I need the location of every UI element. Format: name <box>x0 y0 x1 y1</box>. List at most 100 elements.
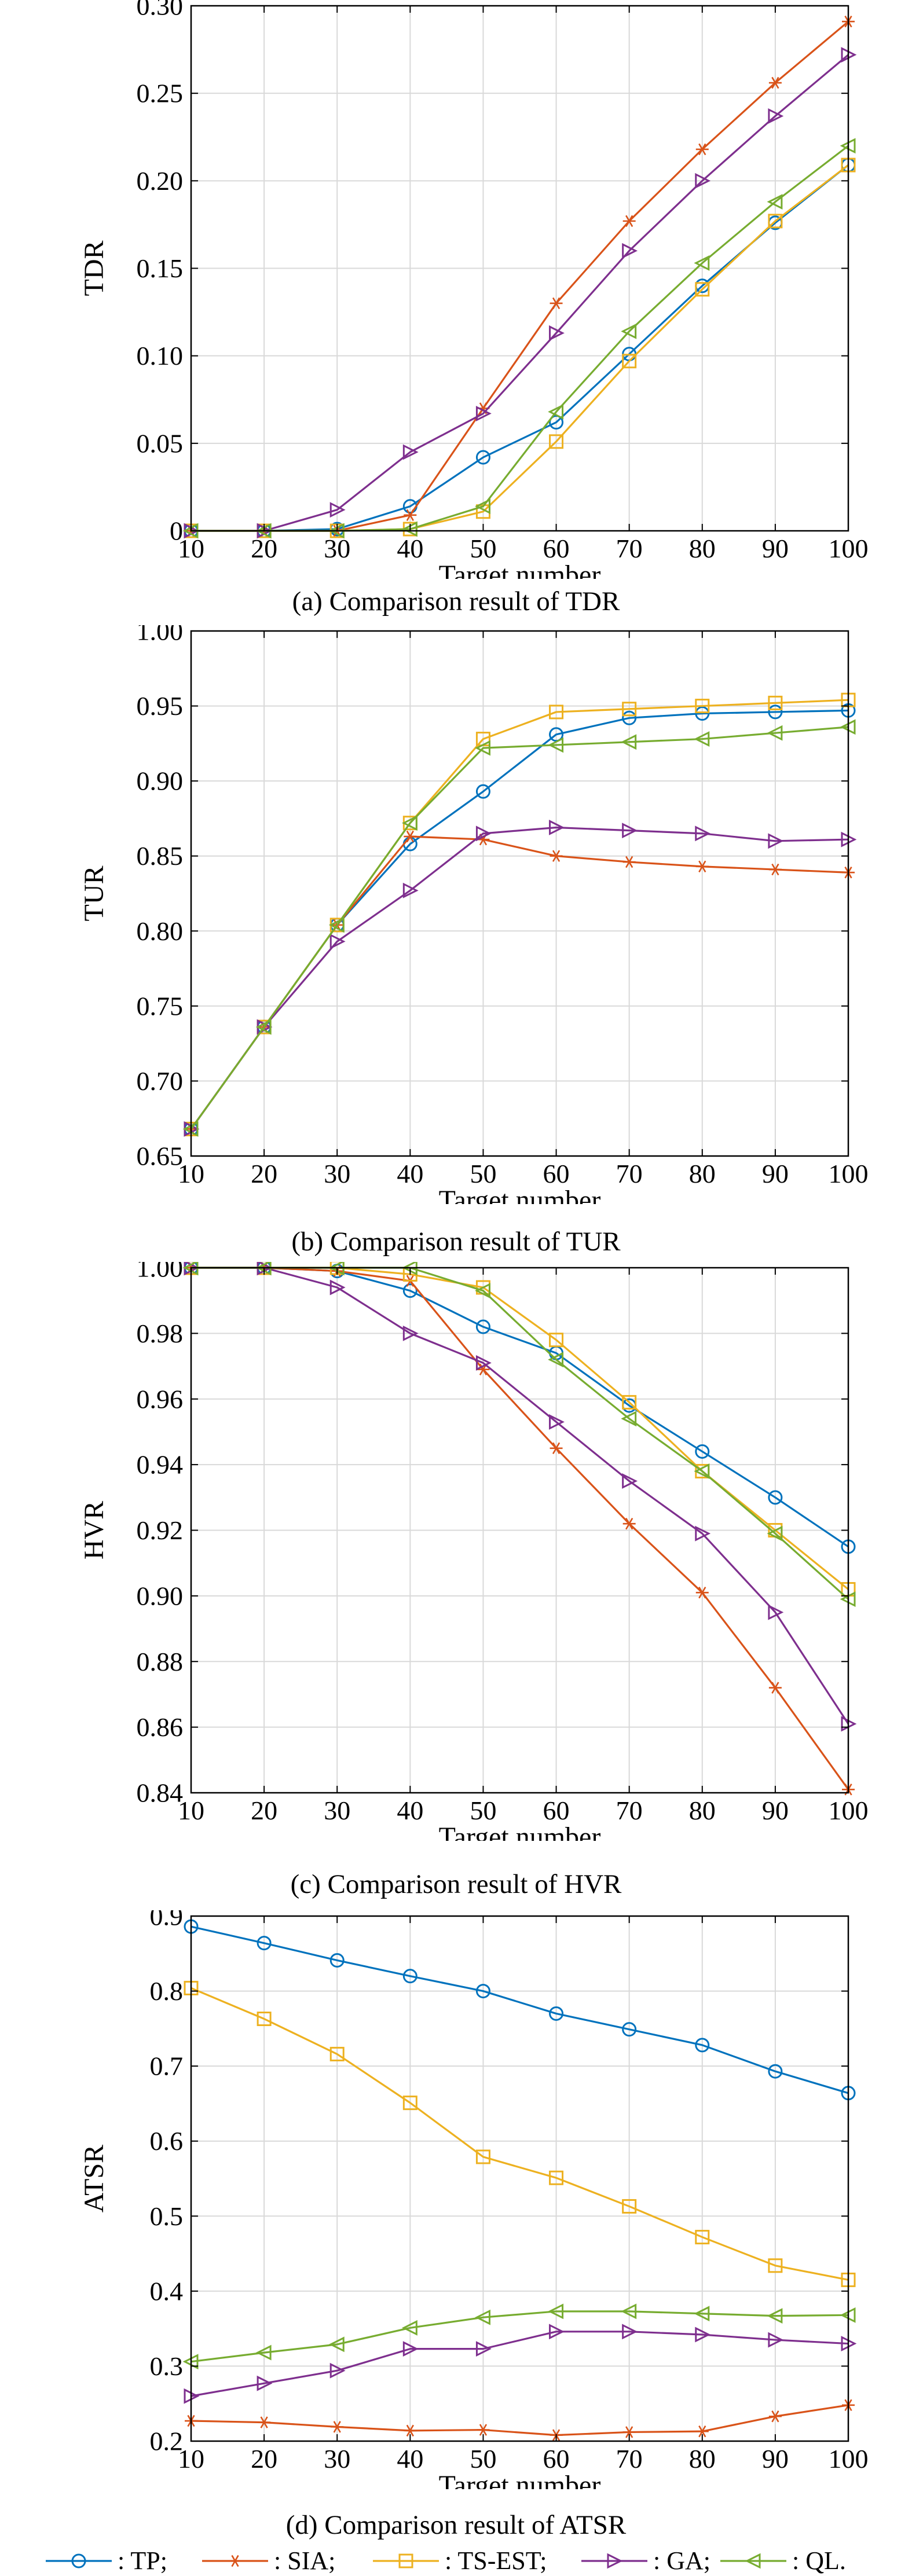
data-point-ga <box>329 502 346 518</box>
tur-chart: 0.65 0.70 0.75 0.80 0.85 0.90 0.95 1.00 10 20 30 40… <box>79 625 869 1204</box>
x-tick-label: 70 <box>616 2444 643 2474</box>
series-sia <box>185 2399 855 2441</box>
data-point-sia <box>550 850 563 862</box>
data-point-ts-est <box>622 1395 637 1410</box>
y-tick-label: 0.90 <box>137 1581 184 1610</box>
hvr-caption: (c) Comparison result of HVR <box>290 1869 622 1899</box>
data-point-ql <box>548 737 564 753</box>
data-point-tp <box>475 1984 490 1999</box>
data-point-tp <box>549 2006 564 2021</box>
data-point-tp <box>475 1319 490 1334</box>
x-tick-label: 100 <box>829 2444 869 2474</box>
y-tick-label: 0.86 <box>137 1712 184 1742</box>
data-point-ga <box>768 1604 784 1620</box>
data-point-ga <box>329 1279 346 1296</box>
legend-label-ql: : QL. <box>792 2546 846 2575</box>
data-point-sia <box>550 297 563 310</box>
x-axis-label: Target number <box>439 560 601 579</box>
data-point-ql <box>621 734 637 750</box>
y-tick-label: 0.2 <box>150 2427 184 2456</box>
data-point-ga <box>768 2332 784 2348</box>
legend-entry-ga: : GA; <box>579 2546 710 2576</box>
data-point-tp <box>695 1444 710 1459</box>
legend-label-ga: : GA; <box>653 2546 710 2575</box>
legend-entry-sia: : SIA; <box>200 2546 335 2576</box>
data-point-ga <box>329 2362 346 2379</box>
y-tick-label: 0.05 <box>137 428 184 458</box>
data-point-ga <box>475 406 492 421</box>
grid <box>191 1268 848 1793</box>
tur-caption: (b) Comparison result of TUR <box>291 1227 621 1257</box>
y-tick-label: 0.30 <box>137 0 184 21</box>
data-point-ga <box>402 1325 419 1341</box>
y-tick-label: 0.65 <box>137 1142 184 1171</box>
x-axis-label: Target number <box>439 2470 601 2489</box>
series-tp <box>184 1919 856 2101</box>
data-point-tp <box>402 1969 417 1984</box>
data-point-sia <box>695 1586 709 1599</box>
atsr-caption: (d) Comparison result of ATSR <box>285 2510 627 2540</box>
x-tick-label: 20 <box>251 1159 277 1188</box>
data-point-tp <box>768 2064 783 2079</box>
data-point-ga <box>549 325 565 341</box>
data-point-sia <box>622 215 636 227</box>
data-point-ql <box>475 2309 490 2325</box>
plot-area <box>191 631 848 1156</box>
data-point-tp <box>695 2038 710 2053</box>
x-tick-label: 90 <box>762 1159 789 1188</box>
data-point-ql <box>621 1411 637 1427</box>
x-tick-label: 10 <box>178 2444 204 2474</box>
y-tick-label: 1.00 <box>137 625 184 646</box>
data-point-sia <box>768 863 782 876</box>
data-point-ql <box>328 917 345 933</box>
ticks: 0 0.05 0.10 0.15 0.20 0.25 0.30 10 20 30 40 50 60 70 8… <box>137 0 869 563</box>
data-point-ql <box>475 498 490 515</box>
data-point-ts-est <box>622 354 637 369</box>
data-point-ga <box>622 2324 638 2340</box>
x-tick-label: 90 <box>762 1796 789 1825</box>
x-tick-label: 40 <box>397 534 423 563</box>
x-tick-label: 50 <box>470 2444 496 2474</box>
x-tick-label: 40 <box>397 1796 423 1825</box>
data-point-sia <box>695 2425 709 2438</box>
legend-entry-ts-est: : TS-EST; <box>371 2546 556 2576</box>
y-tick-label: 0.7 <box>150 2052 184 2081</box>
data-point-ql <box>548 403 564 420</box>
data-point-ga <box>475 825 492 842</box>
data-point-ga <box>622 1473 638 1489</box>
y-axis-label: TUR <box>79 866 109 922</box>
data-point-ga <box>329 933 346 949</box>
data-point-ql <box>328 2336 345 2353</box>
y-tick-label: 0.85 <box>137 841 184 871</box>
axes-box <box>190 1915 849 2442</box>
y-tick-label: 0.10 <box>137 341 184 370</box>
hvr-chart: 0.84 0.86 0.88 0.90 0.92 0.94 0.96 0.98 1.00 10 20… <box>79 1262 869 1841</box>
data-point-tp <box>257 1936 272 1951</box>
data-point-ql <box>548 2303 564 2320</box>
atsr-chart: 0.2 0.3 0.4 0.5 0.6 0.7 0.8 0.9 10 20 30 40 50 60 70 80… <box>79 1910 869 2489</box>
x-tick-label: 100 <box>829 1159 869 1188</box>
series-line-sia <box>191 2404 849 2436</box>
y-tick-label: 0.4 <box>150 2276 184 2306</box>
data-point-ts-est <box>549 704 564 720</box>
data-point-ql <box>475 740 490 756</box>
data-point-ql <box>621 2303 637 2320</box>
tdr-caption: (a) Comparison result of TDR <box>292 586 620 617</box>
data-point-ga <box>622 243 638 259</box>
data-point-ga <box>402 444 419 460</box>
data-point-ga <box>402 882 419 898</box>
data-point-ts-est <box>695 282 710 297</box>
data-point-ga <box>768 108 784 124</box>
data-point-ga <box>549 820 565 835</box>
data-point-tp <box>622 710 637 725</box>
legend-swatch-sia <box>202 2555 268 2567</box>
data-point-tp <box>622 2022 637 2037</box>
data-point-ts-est <box>549 2170 564 2185</box>
y-axis-label: ATSR <box>79 2145 109 2212</box>
axes-box <box>190 630 849 1157</box>
data-point-ga <box>402 2341 419 2357</box>
x-tick-label: 20 <box>251 534 277 563</box>
data-point-sia <box>768 2410 782 2423</box>
data-point-ga <box>549 1414 565 1430</box>
ticks: 0.84 0.86 0.88 0.90 0.92 0.94 0.96 0.98 1.00 10 20… <box>137 1262 869 1825</box>
